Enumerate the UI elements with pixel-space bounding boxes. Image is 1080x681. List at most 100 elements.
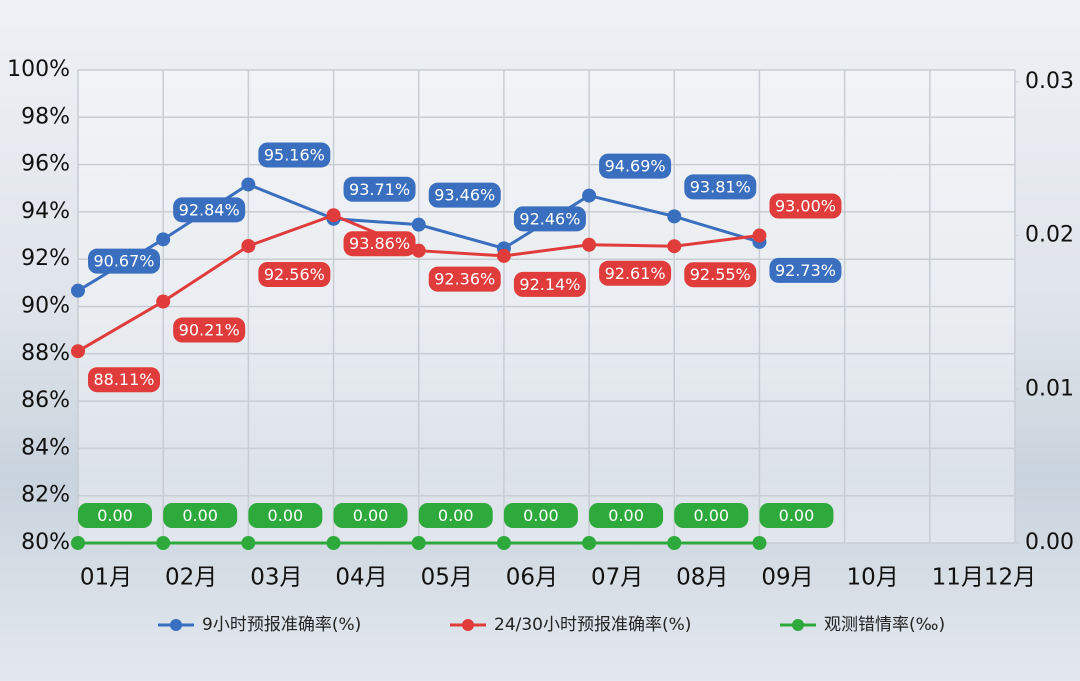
value-label: 92.36% [434,270,495,289]
value-label-box [163,503,238,528]
data-point [582,237,597,252]
data-point [496,248,511,263]
value-label: 0.00 [693,506,729,525]
value-label-box [513,206,586,232]
value-label-box [428,182,501,208]
value-label: 92.46% [519,209,580,228]
data-point [667,536,682,550]
value-label: 0.00 [523,506,559,525]
y-tick-label: 94% [21,199,70,224]
value-label-box [78,503,152,528]
data-point [411,243,426,258]
y-tick-label: 80% [21,530,70,555]
data-point [71,283,85,298]
y2-tick-label: 0.01 [1025,376,1074,401]
data-point [582,188,597,203]
value-label: 0.00 [779,506,815,525]
data-point [241,238,256,253]
data-point [241,536,256,550]
value-label: 0.00 [608,506,644,525]
x-tick-label: 03月 [250,565,302,591]
value-label: 93.46% [434,186,495,205]
value-label-box [599,260,672,286]
y-tick-label: 84% [21,435,70,460]
value-label: 0.00 [268,506,304,525]
y-tick-label: 82% [21,483,70,508]
value-label-box [418,503,493,528]
value-label: 90.67% [93,252,154,271]
value-label-box [684,174,757,200]
legend-marker [462,619,474,631]
value-label-box [503,503,578,528]
value-label: 95.16% [264,145,325,164]
data-point [582,536,597,550]
y2-tick-label: 0.03 [1025,69,1074,94]
value-label: 88.11% [93,370,154,389]
x-tick-label: 11月 [932,565,984,591]
value-label-box [88,248,160,274]
data-point [411,536,426,550]
value-label-box [173,317,246,343]
value-label: 92.73% [775,261,836,280]
value-label: 94.69% [605,157,666,176]
data-point [156,232,171,247]
y2-tick-label: 0.02 [1025,223,1074,248]
value-label: 93.71% [349,180,410,199]
value-label-box [513,271,586,297]
x-tick-label: 09月 [761,565,813,591]
value-label-box [769,257,842,283]
value-label: 90.21% [179,321,240,340]
y-tick-label: 100% [7,57,70,82]
value-label-box [674,503,749,528]
value-label-box [258,142,331,168]
data-point [71,344,85,359]
value-label-box [333,503,408,528]
value-label: 0.00 [97,506,133,525]
value-label-box [759,503,834,528]
data-point [326,536,341,550]
legend-label: 9小时预报准确率(%) [202,615,361,635]
y-tick-label: 98% [21,104,70,129]
data-point [752,536,767,550]
value-label-box [343,231,416,257]
x-tick-label: 04月 [335,565,387,591]
value-label-box [343,176,416,202]
value-label-box [248,503,323,528]
value-label-box [684,262,757,288]
x-tick-label: 01月 [80,565,132,591]
value-label-box [258,261,331,287]
data-point [156,536,171,550]
data-point [411,217,426,232]
data-point [667,239,682,254]
y-tick-label: 90% [21,294,70,319]
data-point [71,536,85,550]
data-point [156,294,171,309]
value-label: 92.84% [179,200,240,219]
data-point [326,208,341,223]
value-label: 92.56% [264,265,325,284]
value-label-box [769,193,842,219]
legend-marker [792,619,804,631]
legend-marker [170,619,182,631]
x-tick-label: 12月 [984,565,1036,591]
x-tick-label: 05月 [421,565,473,591]
data-point [496,536,511,550]
x-tick-label: 07月 [591,565,643,591]
legend-label: 24/30小时预报准确率(%) [494,615,691,635]
legend-label: 观测错情率(‰) [824,615,945,635]
value-label: 92.55% [690,265,751,284]
y-tick-label: 96% [21,152,70,177]
value-label: 0.00 [438,506,474,525]
y-tick-label: 92% [21,246,70,271]
y-tick-label: 86% [21,388,70,413]
data-point [752,228,767,243]
value-label-box [428,266,501,292]
y-tick-label: 88% [21,341,70,366]
x-tick-label: 06月 [506,565,558,591]
value-label: 93.00% [775,197,836,216]
value-label-box [599,153,672,179]
value-label: 93.81% [690,177,751,196]
value-label-box [589,503,664,528]
value-label: 0.00 [353,506,389,525]
